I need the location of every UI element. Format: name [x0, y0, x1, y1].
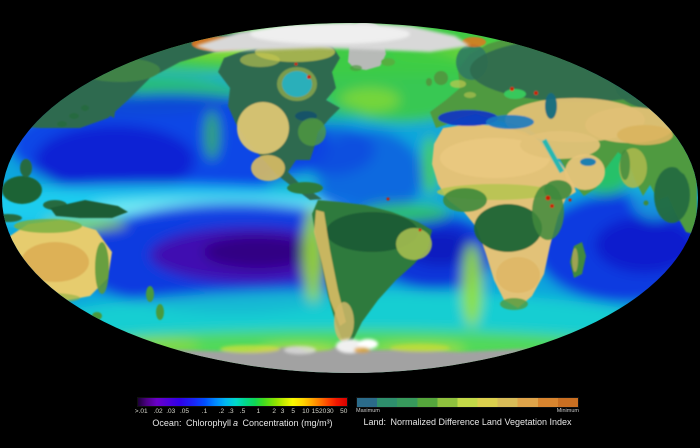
ocean-colorbar	[137, 397, 348, 407]
ocean-caption-italic-a: a	[233, 418, 239, 428]
kalahari-desert	[496, 257, 540, 293]
hotspot-dot	[550, 204, 554, 208]
mediterranean-sea	[438, 110, 498, 126]
sri-lanka	[643, 200, 649, 206]
arctic-ice	[195, 23, 470, 52]
ocean-legend-caption: Ocean: Chlorophyll a Concentration (mg/m³…	[137, 418, 348, 429]
landmass-iceland	[381, 58, 395, 66]
landmass-indonesia-newguinea	[2, 159, 128, 222]
hotspot-dot	[307, 75, 311, 79]
land-caption-prefix: Land:	[363, 417, 387, 427]
red-sea	[541, 138, 565, 174]
landmass-south-america	[312, 197, 432, 344]
hotspot-dot	[386, 197, 390, 201]
ocean-tick-label: 5	[291, 408, 295, 415]
ocean-tick-label: 50	[340, 408, 348, 415]
landmass-new-zealand	[146, 286, 164, 320]
ocean-tick-label: 2	[272, 408, 276, 415]
antarctica	[10, 338, 697, 373]
ocean-tickrow: >.01 .02.03.05 .1 .2.3 .5 1 2 3 5 10 15 20 30 50	[134, 408, 348, 417]
ocean-tick-label: .1	[201, 408, 208, 415]
ocean-caption-rest: Concentration (mg/m³)	[242, 418, 333, 428]
ocean-tick-label: .02	[153, 408, 163, 415]
hotspot-dot	[534, 91, 538, 95]
ocean-tick-label: .5	[239, 408, 246, 415]
landmass-britain	[434, 71, 448, 85]
ocean-tick-label: 20	[319, 408, 327, 415]
land-min-label: Minimum	[556, 408, 579, 414]
hudson-bay	[282, 71, 312, 97]
ocean-tick-label: .05	[179, 408, 189, 415]
ocean-tick-label: .03	[166, 408, 176, 415]
landmass-ireland	[426, 78, 432, 86]
ocean-tick-label: >.01	[134, 408, 148, 415]
land-colorbar	[356, 397, 579, 408]
ocean-tick-label: 3	[280, 408, 285, 415]
land-legend: Maximum Minimum Land: Normalized Differe…	[356, 397, 579, 428]
landmass-madagascar	[570, 242, 586, 278]
ocean-legend: >.01 .02.03.05 .1 .2.3 .5 1 2 3 5 10 15 20 30 50 Ocea…	[134, 397, 348, 429]
tasmania	[92, 312, 102, 320]
land-max-label: Maximum	[356, 408, 380, 414]
land-legend-caption: Land: Normalized Difference Land Vegetat…	[356, 417, 579, 428]
land-caption-rest: Normalized Difference Land Vegetation In…	[390, 417, 572, 427]
landmass-africa	[432, 124, 576, 310]
hotspot-dot	[568, 198, 572, 202]
congo-forest	[474, 204, 542, 252]
hotspot-dot	[510, 87, 514, 91]
ocean-tick-label: 10	[302, 408, 310, 415]
ocean-caption-prefix: Ocean:	[152, 418, 182, 428]
hotspot-dot	[418, 228, 422, 232]
ocean-tick-label: 1	[256, 408, 261, 415]
ocean-caption-word: Chlorophyll	[185, 418, 231, 428]
land-minmax-row: Maximum Minimum	[356, 408, 579, 416]
outback-desert	[21, 242, 89, 282]
ocean-tick-label: .3	[228, 408, 234, 415]
hotspot-dot	[545, 195, 551, 201]
ocean-tick-label: 30	[326, 408, 334, 415]
hotspot-dot	[294, 62, 298, 66]
caspian-sea	[545, 93, 557, 119]
southeast-asia	[654, 167, 690, 223]
ocean-tick-label: 15	[311, 408, 319, 415]
persian-gulf	[580, 158, 596, 166]
siberia-boreal	[470, 38, 690, 102]
tibet-plateau	[617, 125, 673, 145]
ocean-tick-label: .2	[218, 408, 225, 415]
black-sea	[504, 89, 526, 99]
